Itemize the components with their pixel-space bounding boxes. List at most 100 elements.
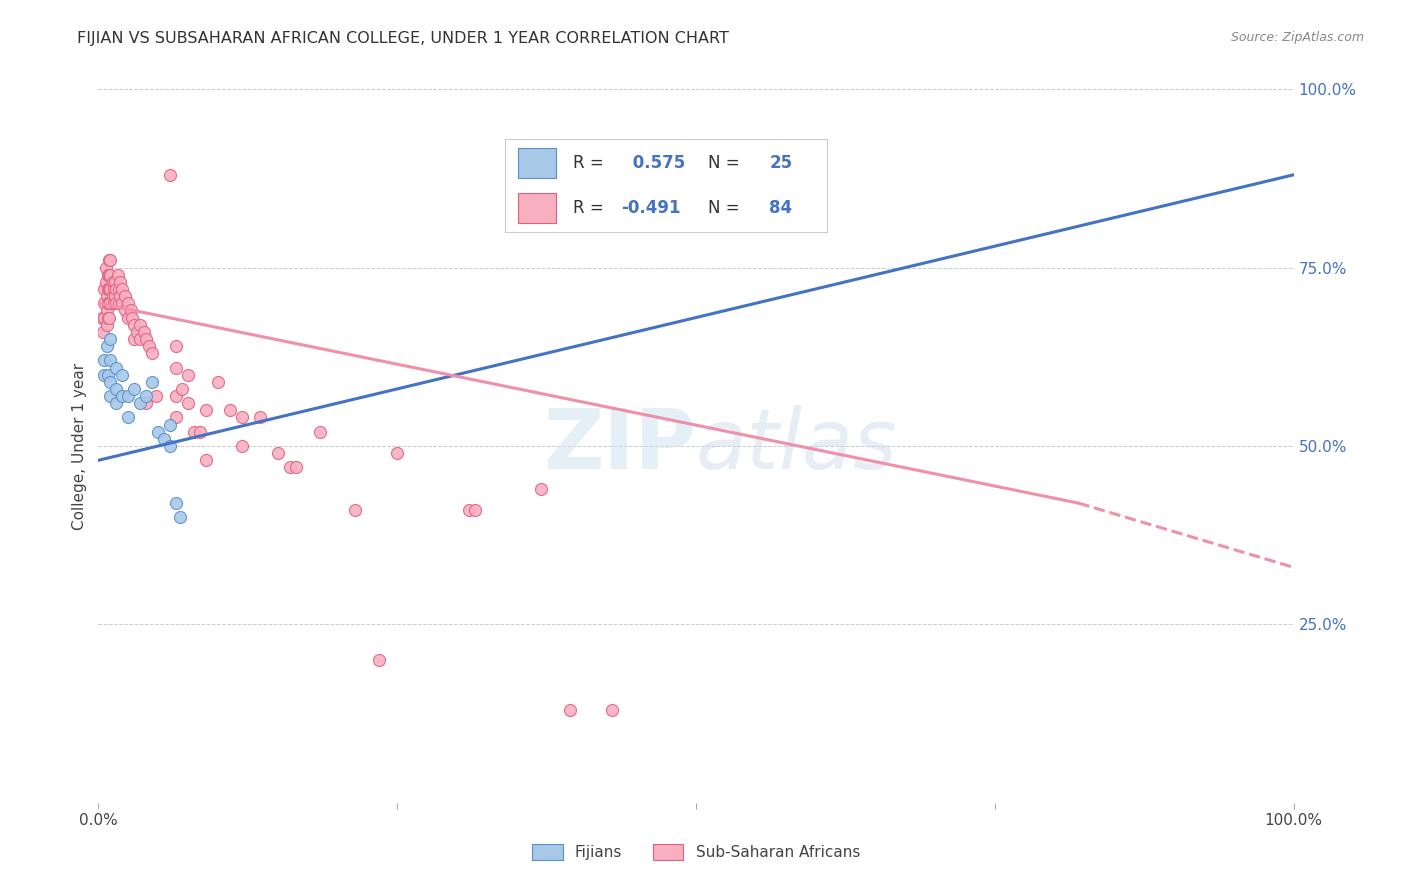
Point [117, 410, 139, 425]
Point [219, 403, 242, 417]
Point [107, 296, 129, 310]
Text: FIJIAN VS SUBSAHARAN AFRICAN COLLEGE, UNDER 1 YEAR CORRELATION CHART: FIJIAN VS SUBSAHARAN AFRICAN COLLEGE, UN… [77, 31, 730, 46]
Point [278, 460, 301, 475]
Point [183, 425, 205, 439]
Point [98, 375, 122, 389]
Text: Source: ZipAtlas.com: Source: ZipAtlas.com [1230, 31, 1364, 45]
Point [111, 368, 134, 382]
Point [135, 396, 157, 410]
Point [132, 325, 155, 339]
Point [111, 389, 134, 403]
Point [124, 382, 146, 396]
Point [135, 332, 157, 346]
Point [97, 268, 120, 282]
Point [93, 353, 115, 368]
Point [141, 346, 163, 360]
Point [98, 296, 121, 310]
Point [129, 396, 152, 410]
Point [104, 289, 127, 303]
Point [368, 653, 391, 667]
Point [308, 425, 330, 439]
Point [249, 410, 271, 425]
Point [148, 425, 170, 439]
Point [98, 253, 122, 268]
Point [117, 389, 139, 403]
Point [114, 303, 136, 318]
Point [169, 510, 191, 524]
Point [107, 282, 129, 296]
Point [93, 310, 115, 325]
Point [141, 375, 163, 389]
Point [464, 503, 486, 517]
Point [98, 268, 121, 282]
Point [129, 332, 152, 346]
Point [177, 368, 200, 382]
Point [124, 318, 146, 332]
Point [98, 310, 121, 325]
Point [602, 703, 624, 717]
Point [98, 296, 122, 310]
Point [105, 296, 128, 310]
Point [125, 325, 148, 339]
Point [145, 389, 167, 403]
Point [207, 375, 229, 389]
Point [117, 310, 139, 325]
Point [458, 503, 481, 517]
Point [165, 410, 187, 425]
Point [267, 446, 290, 460]
Point [93, 296, 115, 310]
Point [103, 282, 125, 296]
Point [231, 439, 253, 453]
Point [101, 289, 124, 303]
Point [104, 275, 127, 289]
Point [98, 268, 122, 282]
Point [98, 353, 122, 368]
Point [114, 289, 136, 303]
Point [195, 403, 218, 417]
Point [284, 460, 307, 475]
Point [153, 432, 176, 446]
Point [98, 253, 121, 268]
Point [98, 389, 122, 403]
Point [93, 282, 115, 296]
Point [91, 310, 114, 325]
Point [97, 368, 120, 382]
Point [98, 282, 121, 296]
Point [165, 360, 187, 375]
Text: ZIP: ZIP [544, 406, 696, 486]
Point [97, 296, 120, 310]
Point [530, 482, 553, 496]
Point [96, 303, 118, 318]
Point [159, 417, 181, 432]
Point [165, 339, 187, 353]
Point [91, 325, 114, 339]
Point [105, 396, 128, 410]
Point [96, 318, 118, 332]
Point [96, 289, 118, 303]
Point [165, 496, 187, 510]
Point [159, 439, 181, 453]
Point [188, 425, 211, 439]
Point [121, 310, 143, 325]
Point [231, 410, 253, 425]
Point [101, 275, 124, 289]
Point [120, 303, 142, 318]
Point [195, 453, 218, 467]
Point [94, 260, 117, 275]
Point [111, 296, 134, 310]
Point [96, 339, 118, 353]
Point [138, 339, 160, 353]
Point [98, 332, 122, 346]
Point [103, 296, 125, 310]
Text: atlas: atlas [696, 406, 897, 486]
Legend: Fijians, Sub-Saharan Africans: Fijians, Sub-Saharan Africans [526, 838, 866, 866]
Point [177, 396, 200, 410]
Point [172, 382, 194, 396]
Point [97, 282, 120, 296]
Point [129, 318, 152, 332]
Point [111, 282, 134, 296]
Point [135, 389, 157, 403]
Point [94, 275, 117, 289]
Y-axis label: College, Under 1 year: College, Under 1 year [72, 362, 87, 530]
Point [159, 168, 181, 182]
